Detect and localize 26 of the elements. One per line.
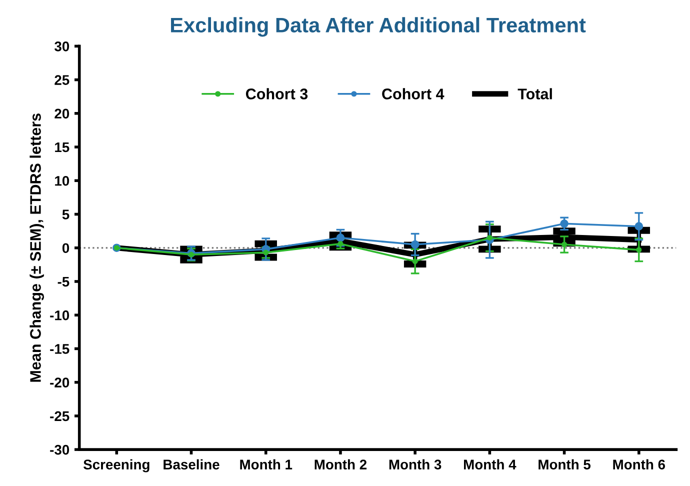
x-tick-label: Month 5 [538, 459, 591, 470]
x-tick-label: Baseline [164, 459, 220, 470]
y-tick-label: 10 [55, 176, 70, 186]
x-tick-label: Month 3 [389, 459, 442, 470]
y-tick-label: -5 [58, 276, 70, 287]
legend-label: Total [518, 88, 552, 100]
chart-title: Excluding Data After Additional Treatment [171, 17, 586, 37]
y-tick-label: 20 [54, 108, 70, 119]
x-tick-label: Month 4 [464, 459, 516, 470]
y-tick-label: -10 [50, 310, 70, 320]
x-tick-label: Month 2 [314, 459, 367, 470]
y-tick-label: -15 [50, 344, 70, 354]
y-axis-title: Mean Change (± SEM), ETDRS letters [30, 114, 44, 382]
y-tick-label: 5 [62, 210, 70, 220]
x-tick-label: Month 1 [240, 459, 292, 470]
x-tick-label: Month 6 [613, 459, 666, 470]
y-tick-label: -20 [50, 378, 70, 388]
x-tick-label: Screening [83, 459, 150, 472]
y-tick-label: -25 [50, 411, 70, 422]
legend-label: Cohort 4 [382, 88, 444, 100]
y-tick-label: 30 [54, 42, 70, 52]
y-tick-label: 15 [55, 142, 70, 152]
y-tick-label: 0 [62, 243, 70, 254]
legend-label: Cohort 3 [246, 88, 308, 100]
y-tick-label: 25 [54, 75, 70, 85]
y-tick-label: -30 [50, 444, 70, 455]
